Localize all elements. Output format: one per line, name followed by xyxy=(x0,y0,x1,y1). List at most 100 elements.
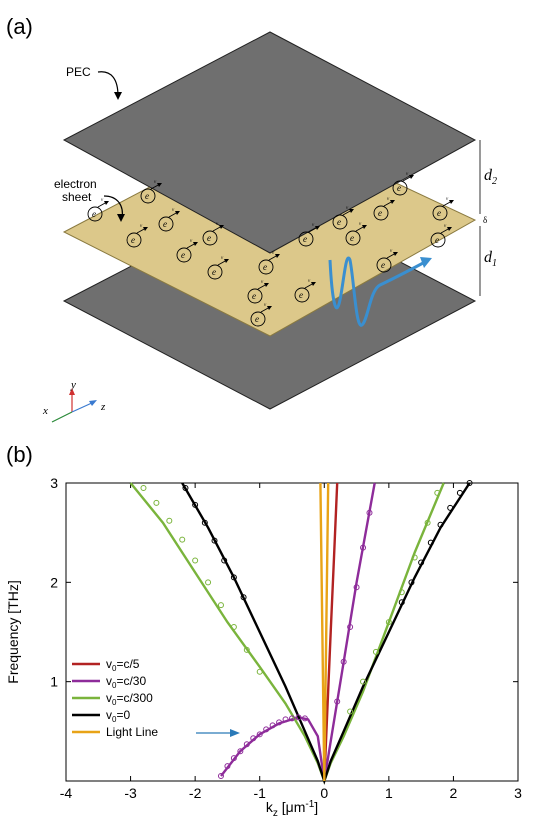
velocity-arrowhead xyxy=(157,183,162,187)
data-point xyxy=(240,594,247,601)
velocity-arrowhead xyxy=(264,283,269,287)
electron-sheet-label-line2: sheet xyxy=(62,190,92,204)
electron-circle xyxy=(345,230,361,246)
d2-label: d2 xyxy=(484,167,497,187)
x-tick-label: -4 xyxy=(60,785,73,801)
plot-frame xyxy=(65,482,519,782)
panel-a-label: (a) xyxy=(6,14,33,39)
electron: ev xyxy=(87,198,109,222)
x-tick-label: -1 xyxy=(253,785,266,801)
data-point xyxy=(418,559,425,566)
electron-circle xyxy=(250,311,266,327)
electron: ev xyxy=(432,197,454,221)
data-point xyxy=(237,748,244,755)
velocity-arrowhead xyxy=(193,242,198,246)
wave-arrowhead xyxy=(420,257,432,268)
electron: ev xyxy=(376,249,398,273)
legend-entry: v0=c/5 xyxy=(72,657,140,673)
data-point xyxy=(140,484,147,491)
electron-symbol: e xyxy=(252,291,256,301)
annotation-arrowhead xyxy=(230,729,240,737)
data-point xyxy=(385,619,392,626)
data-point xyxy=(224,763,231,770)
series-line xyxy=(220,482,376,782)
velocity-arrowhead xyxy=(447,227,452,231)
electron-symbol: e xyxy=(378,208,382,218)
x-tick-label: -2 xyxy=(189,785,202,801)
data-point xyxy=(456,489,463,496)
data-point xyxy=(192,557,199,564)
electron-circle xyxy=(432,205,448,221)
data-point xyxy=(366,509,373,516)
velocity-arrowhead xyxy=(449,200,454,204)
y-axis-label: y xyxy=(70,379,76,391)
data-point xyxy=(447,504,454,511)
delta-label: δ xyxy=(483,215,487,225)
electron-symbol: e xyxy=(381,260,385,270)
electron-circle xyxy=(140,188,156,204)
electron-circle xyxy=(376,257,392,273)
velocity-arrowhead xyxy=(175,211,180,215)
electron: ev xyxy=(158,208,180,232)
legend-label: v0=c/5 xyxy=(106,657,140,673)
electron: ev xyxy=(258,251,280,275)
sheet-pointer-head xyxy=(117,214,125,222)
legend-label: Light Line xyxy=(106,725,158,739)
data-point xyxy=(256,668,263,675)
electron-circle xyxy=(202,230,218,246)
electron-circle xyxy=(373,205,389,221)
data-point xyxy=(398,589,405,596)
data-point xyxy=(205,579,212,586)
data-point xyxy=(243,646,250,653)
velocity-label: v xyxy=(346,206,349,211)
electron-circle xyxy=(207,264,223,280)
electron-circle xyxy=(87,206,103,222)
electron: ev xyxy=(345,222,367,246)
velocity-label: v xyxy=(221,256,224,261)
electron-symbol: e xyxy=(397,183,401,193)
velocity-arrowhead xyxy=(267,306,272,310)
data-point xyxy=(282,716,289,723)
electron: ev xyxy=(298,223,320,247)
electron-symbol: e xyxy=(299,290,303,300)
velocity-arrowhead xyxy=(219,225,224,229)
electron-circle xyxy=(158,216,174,232)
x-axis-label: x xyxy=(42,405,48,417)
pec-label: PEC xyxy=(66,65,91,79)
electron: ev xyxy=(430,224,452,248)
data-point xyxy=(153,499,160,506)
data-point xyxy=(334,698,341,705)
velocity-arrowhead xyxy=(143,227,148,231)
data-point xyxy=(201,519,208,526)
velocity-label: v xyxy=(190,239,193,244)
electron-sheet-label-line1: electron xyxy=(54,177,97,191)
electron: ev xyxy=(140,180,162,204)
electron: ev xyxy=(202,222,224,246)
data-point xyxy=(217,773,224,780)
series-line xyxy=(319,482,330,782)
velocity-label: v xyxy=(261,280,264,285)
velocity-arrowhead xyxy=(409,175,414,179)
data-point xyxy=(398,599,405,606)
x-tick-label: 1 xyxy=(385,785,393,801)
data-point xyxy=(372,648,379,655)
data-point xyxy=(289,715,295,722)
data-point xyxy=(295,714,302,721)
electron: ev xyxy=(332,206,354,230)
electron-symbol: e xyxy=(437,208,441,218)
data-point xyxy=(411,554,418,561)
velocity-arrowhead xyxy=(349,209,354,213)
x-tick-label: 0 xyxy=(320,785,328,801)
y-tick-label: 3 xyxy=(50,475,58,491)
data-point xyxy=(192,501,199,508)
z-axis-arrow xyxy=(71,401,95,413)
velocity-label: v xyxy=(312,223,315,228)
electron-circle xyxy=(247,288,263,304)
electron: ev xyxy=(294,279,316,303)
electron: ev xyxy=(126,224,148,248)
velocity-arrowhead xyxy=(224,259,229,263)
z-axis-label: z xyxy=(100,401,106,413)
velocity-label: v xyxy=(308,279,311,284)
